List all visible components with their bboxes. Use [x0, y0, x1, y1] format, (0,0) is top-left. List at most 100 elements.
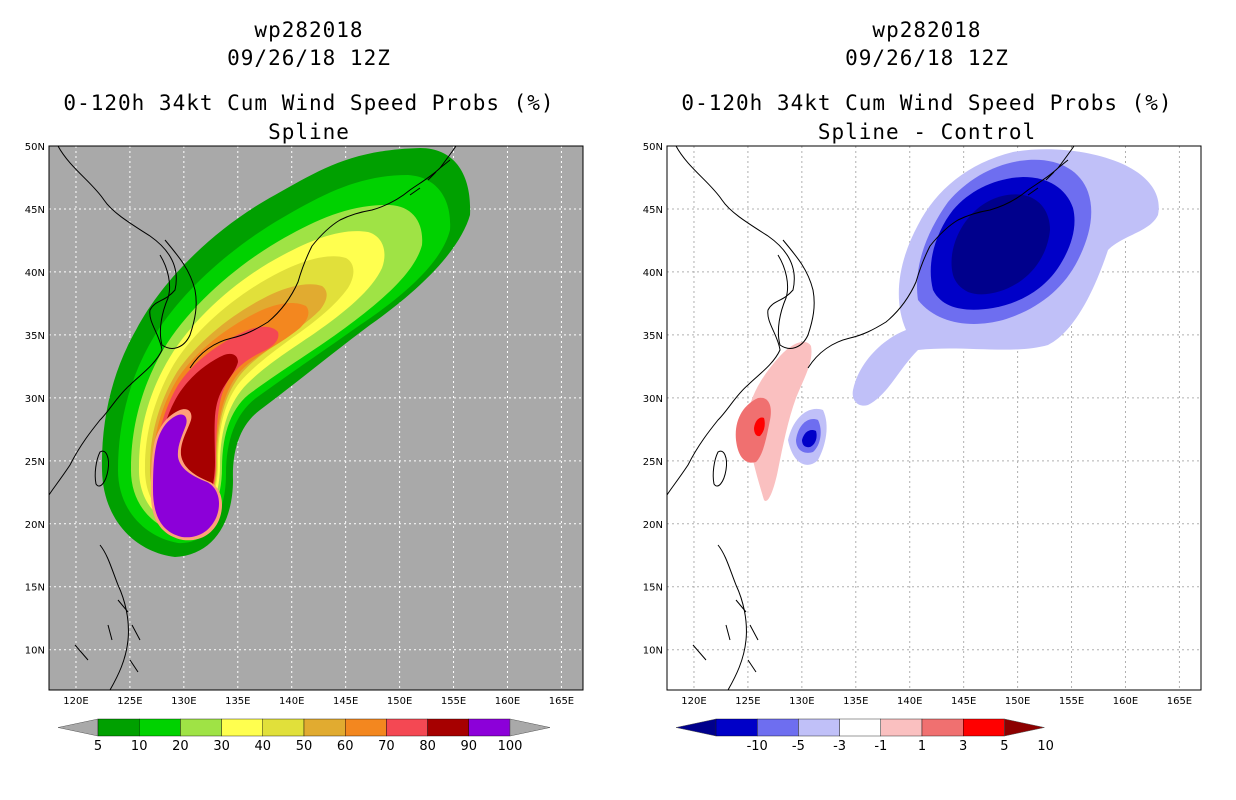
colorbar-label: 20 [172, 739, 189, 754]
lon-label: 120E [63, 696, 88, 707]
lon-label: 145E [333, 696, 358, 707]
colorbar-label: -3 [833, 739, 846, 754]
right-map-svg: 50N 45N 40N 35N 30N 25N 20N 15N 10N 120E 125E 130E 1… [643, 142, 1202, 754]
diff-band-plus1 [747, 341, 812, 501]
right-diff-positive [735, 341, 812, 501]
coast-japan-r [807, 145, 1075, 369]
colorbar-label: 10 [1037, 739, 1054, 754]
left-subtitle: Spline [268, 120, 350, 144]
lat-label: 40N [25, 268, 45, 279]
lat-label: 10N [643, 646, 663, 657]
lon-label: 135E [225, 696, 250, 707]
colorbar-swatch [303, 718, 346, 737]
colorbar-swatch [921, 718, 964, 737]
lon-label: 145E [951, 696, 976, 707]
lon-label: 165E [549, 696, 574, 707]
lon-label: 155E [441, 696, 466, 707]
colorbar-label: 50 [296, 739, 313, 754]
coast-islands-r [692, 599, 759, 673]
lat-label: 45N [643, 205, 663, 216]
coast-kuril-r [1027, 159, 1069, 196]
left-storm-id: wp282018 [254, 18, 364, 42]
right-diff-negative [788, 149, 1159, 465]
colorbar-label: 80 [419, 739, 436, 754]
colorbar-swatch [221, 718, 264, 737]
lat-label: 50N [643, 142, 663, 153]
lat-label: 35N [25, 331, 45, 342]
coast-taiwan [94, 450, 109, 487]
right-map-frame [666, 145, 1202, 691]
lon-label: 150E [1005, 696, 1030, 707]
coast-korea [159, 239, 197, 349]
right-storm-id: wp282018 [872, 18, 982, 42]
colorbar-end-right [1004, 718, 1045, 737]
lat-label: 15N [643, 583, 663, 594]
colorbar-swatch [427, 718, 470, 737]
lon-label: 150E [387, 696, 412, 707]
colorbar-swatch [839, 718, 882, 737]
colorbar-label: 100 [498, 739, 523, 754]
lat-label: 45N [25, 205, 45, 216]
colorbar-label: -5 [792, 739, 805, 754]
prob-band-100 [153, 414, 219, 538]
diff-band-plus3 [735, 397, 771, 463]
lat-label: 30N [643, 394, 663, 405]
lon-label: 120E [681, 696, 706, 707]
diff-band-minus5-south [802, 430, 817, 448]
left-map-frame [48, 145, 584, 691]
right-product-title: 0-120h 34kt Cum Wind Speed Probs (%) [681, 91, 1173, 115]
left-coastlines [48, 145, 457, 691]
colorbar-swatch [715, 718, 758, 737]
colorbar-label: -10 [747, 739, 768, 754]
colorbar-swatch [180, 718, 222, 737]
colorbar-swatch [963, 718, 1005, 737]
right-subtitle: Spline - Control [817, 120, 1037, 144]
colorbar-label: 1 [918, 739, 926, 754]
lon-label: 160E [1113, 696, 1138, 707]
lat-label: 20N [643, 520, 663, 531]
lat-label: 25N [643, 457, 663, 468]
coast-islands [74, 599, 141, 673]
coast-china-r [666, 145, 795, 496]
colorbar-label: 90 [461, 739, 478, 754]
colorbar-label: 5 [94, 739, 102, 754]
coast-china [48, 145, 177, 496]
right-axis-labels: 50N 45N 40N 35N 30N 25N 20N 15N 10N 120E 125E 130E 1… [643, 142, 1192, 707]
lon-label: 130E [171, 696, 196, 707]
lon-label: 140E [279, 696, 304, 707]
coast-japan [189, 145, 457, 369]
colorbar-end-left [57, 718, 99, 737]
colorbar-swatch [262, 718, 305, 737]
lat-label: 35N [643, 331, 663, 342]
lat-label: 40N [643, 268, 663, 279]
lon-label: 125E [735, 696, 760, 707]
lon-label: 155E [1059, 696, 1084, 707]
right-coastlines [666, 145, 1075, 691]
colorbar-swatch [345, 718, 387, 737]
lon-label: 125E [117, 696, 142, 707]
left-map-svg: 50N 45N 40N 35N 30N 25N 20N 15N 10N 120E 125E 130E 1… [25, 142, 584, 754]
diff-band-plus5 [754, 417, 765, 437]
colorbar-label: -1 [874, 739, 887, 754]
lat-label: 10N [25, 646, 45, 657]
coast-kuril [409, 159, 451, 196]
right-colorbar: -10 -5 -3 -1 1 3 5 10 [675, 718, 1054, 754]
lon-label: 160E [495, 696, 520, 707]
left-datetime: 09/26/18 12Z [227, 46, 391, 70]
lon-label: 165E [1167, 696, 1192, 707]
colorbar-label: 60 [337, 739, 354, 754]
colorbar-swatch [386, 718, 428, 737]
colorbar-label: 30 [213, 739, 230, 754]
left-axis-labels: 50N 45N 40N 35N 30N 25N 20N 15N 10N 120E 125E 130E 1… [25, 142, 574, 707]
coast-korea-r [777, 239, 815, 349]
colorbar-swatch [798, 718, 840, 737]
colorbar-swatch [97, 718, 140, 737]
colorbar-swatch [468, 718, 511, 737]
lon-label: 135E [843, 696, 868, 707]
colorbar-label: 70 [378, 739, 395, 754]
lat-label: 25N [25, 457, 45, 468]
coast-taiwan-r [712, 450, 727, 487]
colorbar-label: 10 [131, 739, 148, 754]
colorbar-label: 3 [959, 739, 967, 754]
right-map-panel: wp282018 09/26/18 12Z 0-120h 34kt Cum Wi… [618, 0, 1236, 800]
